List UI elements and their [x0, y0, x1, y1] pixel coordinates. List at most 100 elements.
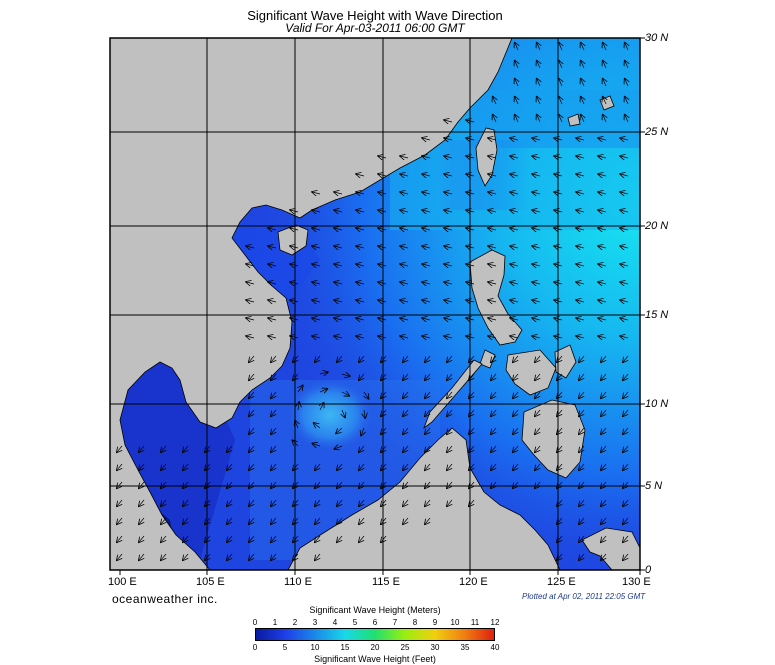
wave-direction-arrow: [334, 300, 343, 302]
wave-direction-arrow: [603, 43, 606, 51]
wave-direction-arrow: [491, 463, 496, 470]
colorbar-feet-tick: 35: [460, 643, 470, 652]
wave-direction-arrow: [378, 156, 387, 158]
wave-height-colorbar: [255, 628, 495, 641]
wave-direction-arrow: [488, 192, 497, 194]
wave-direction-arrow: [447, 373, 452, 380]
wave-direction-arrow: [403, 517, 408, 524]
wave-direction-arrow: [290, 282, 299, 284]
wave-direction-arrow: [271, 535, 276, 542]
colorbar-meter-tick: 5: [352, 618, 358, 627]
wave-direction-arrow: [359, 517, 364, 524]
wave-direction-arrow: [400, 264, 409, 266]
wave-direction-arrow: [601, 391, 606, 398]
wave-direction-arrow: [601, 553, 606, 560]
wave-direction-arrow: [271, 427, 276, 434]
wave-direction-arrow: [513, 355, 518, 362]
wave-direction-arrow: [444, 156, 453, 158]
wave-direction-arrow: [400, 228, 409, 230]
wave-direction-arrow: [183, 499, 188, 506]
wave-direction-arrow: [535, 355, 540, 362]
wave-direction-arrow: [364, 391, 369, 399]
wave-direction-arrow: [557, 481, 562, 488]
wave-direction-arrow: [469, 499, 474, 506]
wave-direction-arrow: [466, 156, 475, 158]
wave-direction-arrow: [319, 372, 328, 374]
wave-direction-arrow: [535, 409, 540, 416]
wave-direction-arrow: [535, 463, 540, 470]
wave-direction-arrow: [537, 115, 540, 123]
wave-direction-arrow: [249, 373, 254, 380]
wave-direction-arrow: [447, 409, 452, 416]
wave-direction-arrow: [466, 120, 475, 122]
wave-direction-arrow: [364, 409, 365, 418]
wave-direction-arrow: [444, 138, 453, 140]
wave-direction-arrow: [515, 61, 518, 69]
wave-direction-arrow: [515, 97, 518, 105]
wave-direction-arrow: [117, 499, 122, 506]
wave-direction-arrow: [315, 499, 320, 506]
wave-direction-arrow: [378, 264, 387, 266]
wave-direction-arrow: [227, 517, 232, 524]
wave-direction-arrow: [469, 373, 474, 380]
wave-direction-arrow: [444, 300, 453, 302]
wave-direction-arrow: [598, 156, 607, 158]
wave-direction-arrow: [559, 115, 562, 123]
wave-direction-arrow: [491, 445, 496, 452]
wave-direction-arrow: [444, 282, 453, 284]
wave-direction-arrow: [117, 445, 122, 452]
wave-direction-arrow: [579, 499, 584, 506]
wave-direction-arrow: [620, 138, 629, 140]
wave-direction-arrow: [532, 210, 541, 212]
wave-direction-arrow: [601, 409, 606, 416]
wave-direction-arrow: [447, 499, 452, 506]
wave-direction-arrow: [381, 409, 386, 416]
wave-direction-arrow: [342, 409, 345, 417]
wave-direction-arrow: [290, 336, 299, 338]
wave-direction-arrow: [356, 246, 365, 248]
wave-direction-arrow: [271, 391, 276, 398]
wave-direction-arrow: [139, 463, 144, 470]
wave-direction-arrow: [601, 517, 606, 524]
wave-direction-arrow: [246, 246, 255, 248]
wave-direction-arrow: [447, 445, 452, 452]
wave-direction-arrow: [246, 336, 255, 338]
wave-direction-arrow: [381, 427, 386, 434]
wave-direction-arrow: [334, 264, 343, 266]
wave-direction-arrow: [334, 282, 343, 284]
wave-direction-arrow: [403, 409, 408, 416]
wave-direction-arrow: [298, 386, 303, 393]
wave-direction-arrow: [510, 156, 519, 158]
wave-direction-arrow: [403, 481, 408, 488]
wave-direction-arrow: [381, 445, 386, 452]
wave-direction-arrow: [422, 174, 431, 176]
wave-direction-arrow: [422, 264, 431, 266]
wave-direction-arrow: [312, 210, 321, 212]
wave-direction-arrow: [515, 43, 518, 51]
wave-direction-arrow: [295, 421, 298, 429]
wave-direction-arrow: [161, 463, 166, 470]
wave-direction-arrow: [554, 228, 563, 230]
wave-direction-arrow: [335, 446, 343, 449]
wave-direction-arrow: [532, 138, 541, 140]
wave-direction-arrow: [403, 427, 408, 434]
wave-direction-arrow: [381, 481, 386, 488]
wave-direction-arrow: [403, 445, 408, 452]
lon-label-110e: 110 E: [284, 576, 312, 588]
wave-direction-arrow: [341, 392, 349, 396]
colorbar-meter-tick: 2: [292, 618, 298, 627]
wave-direction-arrow: [466, 174, 475, 176]
wave-direction-arrow: [447, 481, 452, 488]
wave-direction-arrow: [356, 282, 365, 284]
wave-direction-arrow: [513, 427, 518, 434]
wave-direction-arrow: [139, 481, 144, 488]
wave-direction-arrow: [400, 318, 409, 320]
wave-direction-arrow: [381, 499, 386, 506]
wave-direction-arrow: [117, 463, 122, 470]
wave-direction-arrow: [559, 79, 562, 87]
wave-direction-arrow: [183, 517, 188, 524]
wave-direction-arrow: [601, 463, 606, 470]
wave-direction-arrow: [359, 463, 364, 470]
wave-direction-arrow: [315, 535, 320, 542]
wave-direction-arrow: [559, 61, 562, 69]
